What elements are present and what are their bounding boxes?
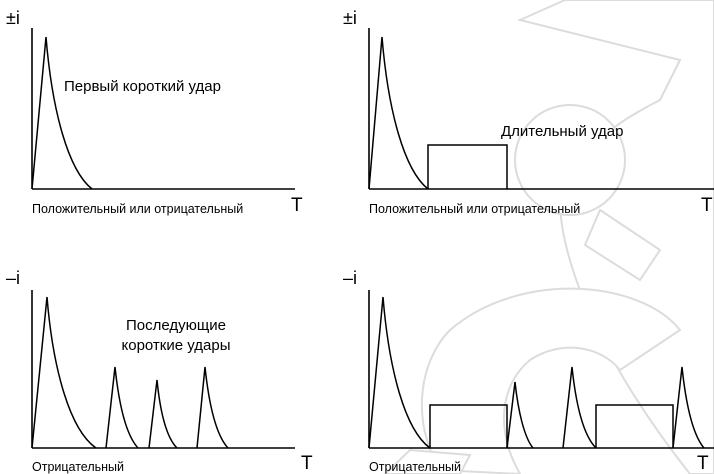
long-stroke-rectangle: [429, 404, 508, 448]
y-axis-label: ±i: [6, 8, 20, 28]
x-axis-label: T: [701, 195, 713, 216]
panel-top-right: ±i T Положительный или отрицательный Дли…: [343, 8, 714, 216]
panel-top-left: ±i T Положительный или отрицательный Пер…: [6, 8, 303, 216]
panel-title-line: Длительный удар: [501, 123, 623, 140]
panel-caption: Отрицательный: [32, 460, 124, 474]
x-axis-label: T: [291, 195, 303, 216]
subsequent-stroke-pulse: [506, 381, 534, 449]
x-axis-label: T: [301, 453, 313, 474]
panel-title-line: Последующие: [126, 317, 226, 334]
y-axis-label: –i: [6, 268, 20, 288]
panel-title-line: короткие удары: [122, 337, 231, 354]
subsequent-stroke-pulse: [196, 366, 229, 449]
y-axis-label: –i: [343, 268, 357, 288]
panel-caption: Положительный или отрицательный: [369, 202, 580, 216]
subsequent-stroke-pulse: [105, 366, 139, 449]
first-short-stroke-pulse: [31, 296, 97, 449]
subsequent-stroke-pulse: [672, 366, 705, 449]
first-short-stroke-pulse: [368, 36, 429, 190]
first-short-stroke-pulse: [31, 36, 93, 190]
panel-bottom-left: –i T Отрицательный Последующие короткие …: [6, 268, 313, 474]
subsequent-stroke-pulse: [562, 366, 597, 449]
x-axis-label: T: [697, 453, 709, 474]
long-stroke-rectangle: [595, 404, 674, 448]
panel-title-line: Первый короткий удар: [64, 78, 221, 95]
subsequent-stroke-pulse: [148, 379, 178, 449]
watermark: [383, 0, 714, 474]
y-axis-label: ±i: [343, 8, 357, 28]
long-stroke-rectangle: [427, 144, 508, 189]
first-short-stroke-pulse: [368, 296, 431, 449]
panel-caption: Положительный или отрицательный: [32, 202, 243, 216]
panel-caption: Отрицательный: [369, 460, 461, 474]
panel-bottom-right: –i T Отрицательный: [343, 268, 714, 474]
